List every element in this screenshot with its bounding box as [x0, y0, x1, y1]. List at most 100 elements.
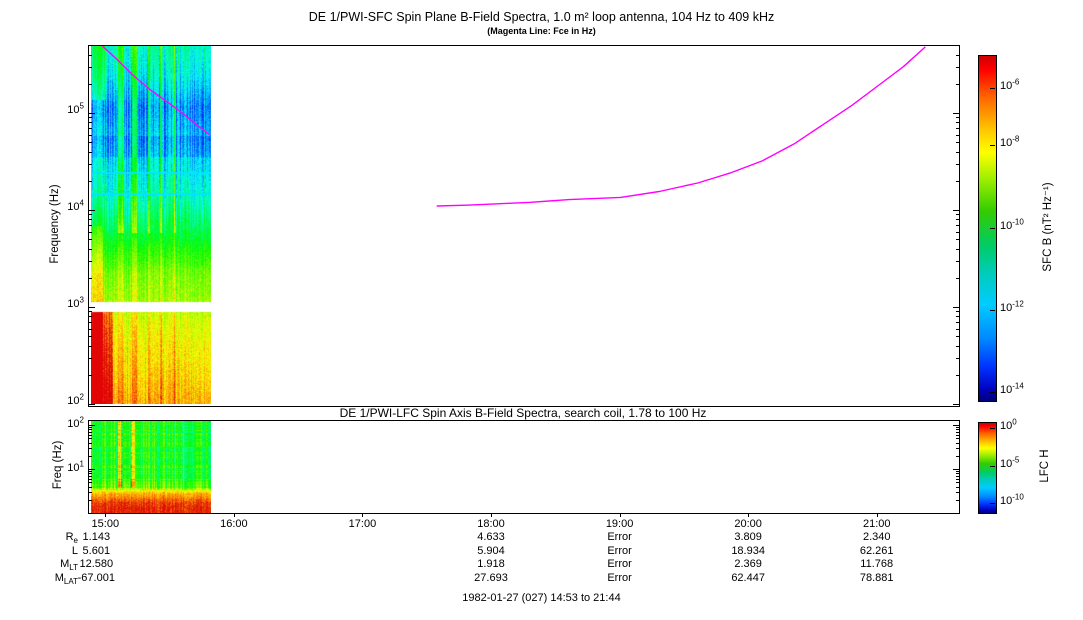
- sfc-spectra-panel: [88, 45, 960, 407]
- ephemeris-value: 62.261: [859, 544, 894, 557]
- sfc-y-minor-tick-mark: [89, 163, 92, 165]
- sfc-y-minor-tick-mark: [956, 248, 959, 250]
- sfc-y-minor-tick-mark: [89, 316, 92, 318]
- sfc-y-minor-tick-mark: [89, 248, 92, 250]
- tick-base: 10: [67, 298, 80, 310]
- sfc-y-minor-tick-mark: [89, 83, 92, 85]
- tick-exponent: 1: [79, 459, 84, 469]
- tick-exponent: -10: [1012, 216, 1024, 226]
- sfc-y-minor-tick-mark: [956, 214, 959, 216]
- sfc-colorbar-tick-label: 10-12: [1000, 298, 1046, 314]
- x-tick-mark: [876, 513, 878, 517]
- sfc-y-minor-tick-mark: [89, 225, 92, 227]
- ephemeris-value: 78.881: [859, 571, 894, 584]
- lfc-y-minor-tick-mark: [956, 455, 959, 457]
- sfc-y-minor-tick-mark: [956, 311, 959, 313]
- sfc-y-tick-mark: [953, 403, 959, 405]
- sfc-y-minor-tick-mark: [89, 345, 92, 347]
- sfc-y-minor-tick-mark: [956, 163, 959, 165]
- ephemeris-value: 27.693: [474, 571, 508, 584]
- sfc-colorbar-tick-mark: [990, 87, 995, 89]
- sfc-y-minor-tick-mark: [956, 225, 959, 227]
- lfc-y-minor-tick-mark: [956, 442, 959, 444]
- sfc-y-tick-label: 103: [38, 295, 84, 310]
- sfc-y-minor-tick-mark: [89, 231, 92, 233]
- sfc-y-minor-tick-mark: [956, 316, 959, 318]
- sfc-colorbar-tick-mark: [990, 309, 995, 311]
- lfc-y-minor-tick-mark: [89, 471, 92, 472]
- lfc-colorbar: [978, 422, 997, 514]
- lfc-y-minor-tick-mark: [89, 431, 92, 433]
- ephemeris-row-label: L: [30, 545, 78, 557]
- lfc-y-tick-label: 101: [38, 459, 84, 474]
- lfc-y-minor-tick-mark: [89, 455, 92, 457]
- ephemeris-row-label: Re: [30, 531, 78, 546]
- lfc-y-tick-mark: [89, 424, 95, 426]
- tick-base: 10: [1000, 458, 1013, 471]
- lfc-colorbar-tick-label: 10-10: [1000, 492, 1046, 507]
- sfc-y-minor-tick-mark: [89, 117, 92, 119]
- sfc-y-minor-tick-mark: [956, 134, 959, 136]
- lfc-y-tick-mark: [953, 468, 959, 470]
- tick-exponent: 2: [79, 415, 84, 425]
- tick-exponent: 3: [79, 295, 84, 305]
- tick-exponent: -10: [1012, 492, 1024, 502]
- tick-exponent: 5: [79, 101, 84, 111]
- sfc-y-tick-mark: [89, 209, 95, 211]
- x-tick-label: 15:00: [91, 518, 120, 530]
- sfc-y-minor-tick-mark: [956, 260, 959, 262]
- sfc-y-tick-mark: [953, 209, 959, 211]
- ephemeris-value: 5.904: [477, 544, 505, 557]
- sfc-y-minor-tick-mark: [956, 122, 959, 124]
- sfc-colorbar: [978, 55, 997, 402]
- sfc-y-axis-label: Frequency (Hz): [49, 184, 61, 264]
- ephemeris-value: 11.768: [860, 558, 894, 570]
- sfc-colorbar-tick-label: 10-6: [1000, 77, 1046, 92]
- sfc-y-minor-tick-mark: [89, 134, 92, 136]
- sfc-y-minor-tick-mark: [956, 142, 959, 144]
- ephemeris-value: 1.918: [477, 558, 505, 570]
- lfc-y-minor-tick-mark: [89, 482, 92, 484]
- tick-exponent: -5: [1012, 455, 1020, 465]
- tick-base: 10: [67, 462, 80, 474]
- sfc-y-minor-tick-mark: [89, 260, 92, 262]
- tick-base: 10: [1000, 301, 1013, 314]
- lfc-colorbar-tick-label: 100: [1000, 417, 1046, 433]
- sfc-y-tick-label: 104: [38, 199, 84, 213]
- sfc-y-tick-mark: [89, 306, 95, 308]
- sfc-y-minor-tick-mark: [89, 54, 92, 56]
- lfc-y-minor-tick-mark: [956, 492, 959, 493]
- lfc-y-minor-tick-mark: [89, 427, 92, 428]
- ephemeris-value: 4.633: [477, 531, 505, 543]
- tick-exponent: -12: [1012, 298, 1024, 308]
- sfc-y-minor-tick-mark: [956, 345, 959, 347]
- tick-exponent: -8: [1012, 134, 1020, 144]
- sfc-colorbar-tick-mark: [990, 392, 995, 394]
- lfc-y-minor-tick-mark: [956, 427, 959, 428]
- ephemeris-value: 62.447: [731, 571, 765, 584]
- lfc-y-minor-tick-mark: [956, 475, 959, 477]
- lfc-colorbar-tick-mark: [990, 428, 995, 430]
- sfc-y-tick-label: 105: [38, 101, 84, 116]
- sfc-y-minor-tick-mark: [89, 128, 92, 130]
- tick-base: 10: [67, 104, 80, 116]
- tick-exponent: -14: [1012, 381, 1024, 391]
- tick-exponent: -6: [1012, 77, 1020, 87]
- tick-base: 10: [1000, 420, 1013, 433]
- figure-title: DE 1/PWI-SFC Spin Plane B-Field Spectra,…: [308, 10, 775, 24]
- tick-exponent: 0: [1012, 417, 1017, 427]
- eph-label-main: M: [60, 558, 70, 570]
- ephemeris-value: Error: [607, 544, 632, 557]
- fce-magenta-line-overlay: [101, 46, 926, 207]
- lfc-y-tick-label: 102: [38, 415, 84, 430]
- sfc-y-tick-mark: [953, 112, 959, 114]
- lfc-y-minor-tick-mark: [956, 434, 959, 436]
- tick-exponent: 2: [79, 392, 84, 402]
- sfc-y-minor-tick-mark: [89, 66, 92, 68]
- sfc-y-minor-tick-mark: [89, 219, 92, 221]
- sfc-y-minor-tick-mark: [89, 277, 92, 279]
- lfc-y-minor-tick-mark: [956, 499, 959, 501]
- sfc-y-minor-tick-mark: [89, 214, 92, 216]
- eph-label-sub: e: [73, 536, 78, 546]
- tick-base: 10: [67, 395, 80, 407]
